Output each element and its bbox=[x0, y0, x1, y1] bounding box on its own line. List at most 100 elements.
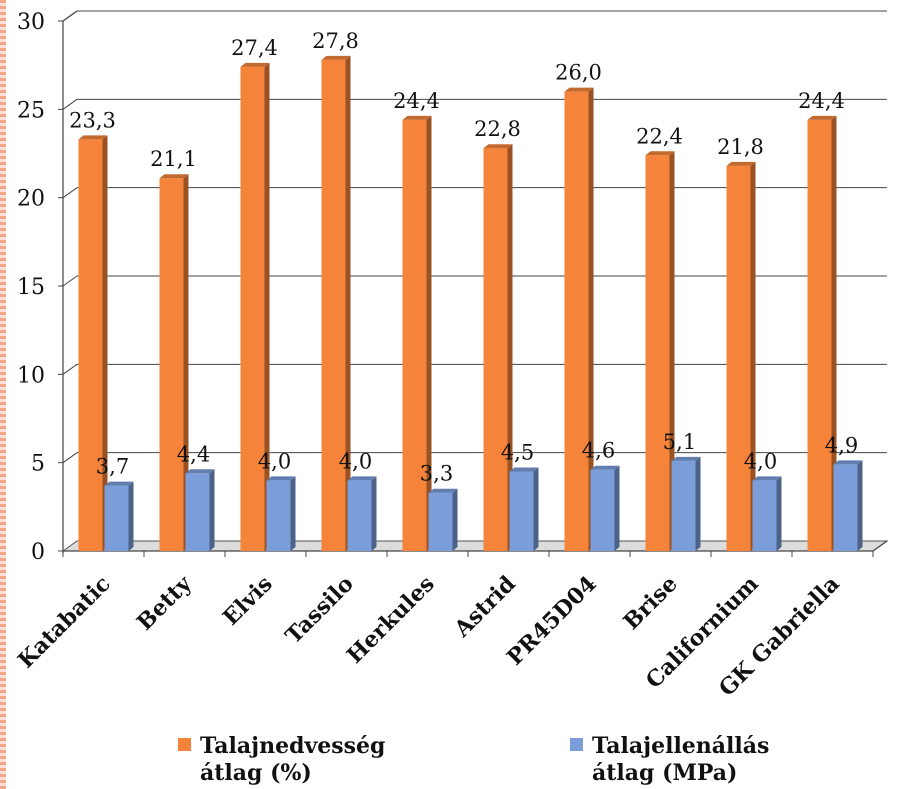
slide-border bbox=[0, 0, 6, 789]
legend-label-line1: Talajellenállás bbox=[592, 733, 770, 759]
data-label-resistance: 4,0 bbox=[258, 449, 291, 473]
y-tick-label: 15 bbox=[17, 275, 45, 300]
data-label-resistance: 5,1 bbox=[663, 430, 696, 454]
gridline-diagonal bbox=[62, 98, 78, 110]
bar-resistance-side bbox=[128, 481, 134, 551]
bar-resistance bbox=[590, 469, 615, 551]
bar-moisture bbox=[240, 66, 265, 551]
x-category-label: Brise bbox=[618, 571, 682, 635]
data-label-moisture: 27,8 bbox=[312, 29, 359, 53]
bar-resistance-side bbox=[776, 476, 782, 551]
gridline-diagonal bbox=[62, 10, 78, 22]
bar-resistance bbox=[266, 480, 291, 551]
bar-resistance-side bbox=[371, 476, 377, 551]
bar-resistance-top bbox=[266, 476, 296, 481]
y-tick-label: 0 bbox=[31, 540, 45, 565]
bar-moisture bbox=[402, 119, 427, 551]
bar-moisture-side bbox=[264, 62, 270, 551]
bar-resistance-side bbox=[614, 465, 620, 551]
bar-moisture-top bbox=[483, 144, 513, 149]
legend-swatch-orange bbox=[178, 738, 191, 751]
bar-resistance bbox=[428, 492, 453, 551]
bar-moisture-top bbox=[402, 115, 432, 120]
bar-moisture-top bbox=[321, 55, 351, 60]
bar-resistance-top bbox=[347, 476, 377, 481]
data-label-resistance: 4,6 bbox=[582, 439, 615, 463]
bar-moisture-top bbox=[240, 62, 270, 67]
bar-resistance-top bbox=[833, 460, 863, 465]
data-label-resistance: 4,5 bbox=[501, 441, 534, 465]
bar-resistance-side bbox=[209, 469, 215, 551]
gridline-diagonal bbox=[62, 275, 78, 287]
y-tick-label: 20 bbox=[17, 187, 45, 212]
bar-resistance-top bbox=[509, 467, 539, 472]
bar-moisture-top bbox=[159, 174, 189, 179]
bar-moisture-top bbox=[564, 87, 594, 92]
x-category-label: Katabatic bbox=[13, 571, 116, 674]
bar-moisture bbox=[78, 139, 103, 551]
data-label-moisture: 24,4 bbox=[393, 89, 440, 113]
bar-moisture bbox=[483, 148, 508, 551]
bar-moisture-side bbox=[669, 151, 675, 551]
bar-resistance-top bbox=[428, 488, 458, 493]
bar-resistance-top bbox=[590, 465, 620, 470]
bar-resistance bbox=[347, 480, 372, 551]
data-label-moisture: 21,8 bbox=[717, 135, 764, 159]
bar-moisture-side bbox=[426, 115, 432, 551]
bar-resistance-top bbox=[104, 481, 134, 486]
data-label-moisture: 26,0 bbox=[555, 61, 602, 85]
legend-label-line2: átlag (MPa) bbox=[592, 760, 738, 786]
x-category-label: Herkules bbox=[342, 571, 440, 669]
data-label-resistance: 4,4 bbox=[177, 442, 210, 466]
bar-moisture bbox=[564, 91, 589, 552]
bar-resistance bbox=[185, 473, 210, 551]
bar-moisture bbox=[807, 119, 832, 551]
bar-moisture-side bbox=[507, 144, 513, 551]
bar-resistance bbox=[509, 471, 534, 551]
x-axis-end-edge bbox=[872, 540, 888, 552]
bar-resistance-side bbox=[533, 467, 539, 551]
x-category-label: Betty bbox=[132, 570, 198, 636]
bar-moisture-side bbox=[750, 161, 756, 551]
gridline-diagonal bbox=[62, 363, 78, 375]
bar-moisture-top bbox=[807, 115, 837, 120]
bar-resistance bbox=[752, 480, 777, 551]
x-category-label: Elvis bbox=[218, 571, 278, 631]
bar-moisture bbox=[159, 178, 184, 551]
bar-moisture-top bbox=[78, 135, 108, 140]
bar-moisture-side bbox=[183, 174, 189, 551]
data-label-resistance: 3,7 bbox=[96, 455, 129, 479]
data-label-resistance: 4,0 bbox=[339, 449, 372, 473]
bar-resistance-top bbox=[185, 469, 215, 474]
bar-resistance-side bbox=[695, 456, 701, 551]
bar-resistance-top bbox=[752, 476, 782, 481]
bar-moisture bbox=[726, 165, 751, 551]
legend-label-line2: átlag (%) bbox=[200, 760, 312, 786]
bar-resistance bbox=[104, 485, 129, 551]
bar-resistance-side bbox=[290, 476, 296, 551]
data-label-moisture: 22,4 bbox=[636, 124, 683, 148]
gridline-diagonal bbox=[62, 452, 78, 464]
bar-moisture bbox=[645, 155, 670, 551]
bar-resistance-side bbox=[452, 488, 458, 551]
bar-resistance bbox=[671, 460, 696, 551]
data-label-moisture: 21,1 bbox=[150, 147, 197, 171]
bar-moisture-side bbox=[831, 115, 837, 551]
x-category-label: Astrid bbox=[449, 571, 521, 643]
y-tick-label: 10 bbox=[17, 363, 45, 388]
data-label-moisture: 24,4 bbox=[798, 89, 845, 113]
y-tick-label: 25 bbox=[17, 98, 45, 123]
data-label-moisture: 23,3 bbox=[69, 108, 116, 132]
bar-moisture-side bbox=[345, 55, 351, 551]
bar-moisture-side bbox=[588, 87, 594, 552]
bar-moisture bbox=[321, 59, 346, 551]
bar-moisture-side bbox=[102, 135, 108, 551]
bar-moisture-top bbox=[726, 161, 756, 166]
bar-moisture-top bbox=[645, 151, 675, 156]
bar-resistance-top bbox=[671, 456, 701, 461]
data-label-moisture: 22,8 bbox=[474, 117, 521, 141]
data-label-resistance: 4,0 bbox=[744, 449, 777, 473]
y-tick-label: 30 bbox=[17, 10, 45, 35]
x-category-label: Tassilo bbox=[280, 571, 358, 649]
